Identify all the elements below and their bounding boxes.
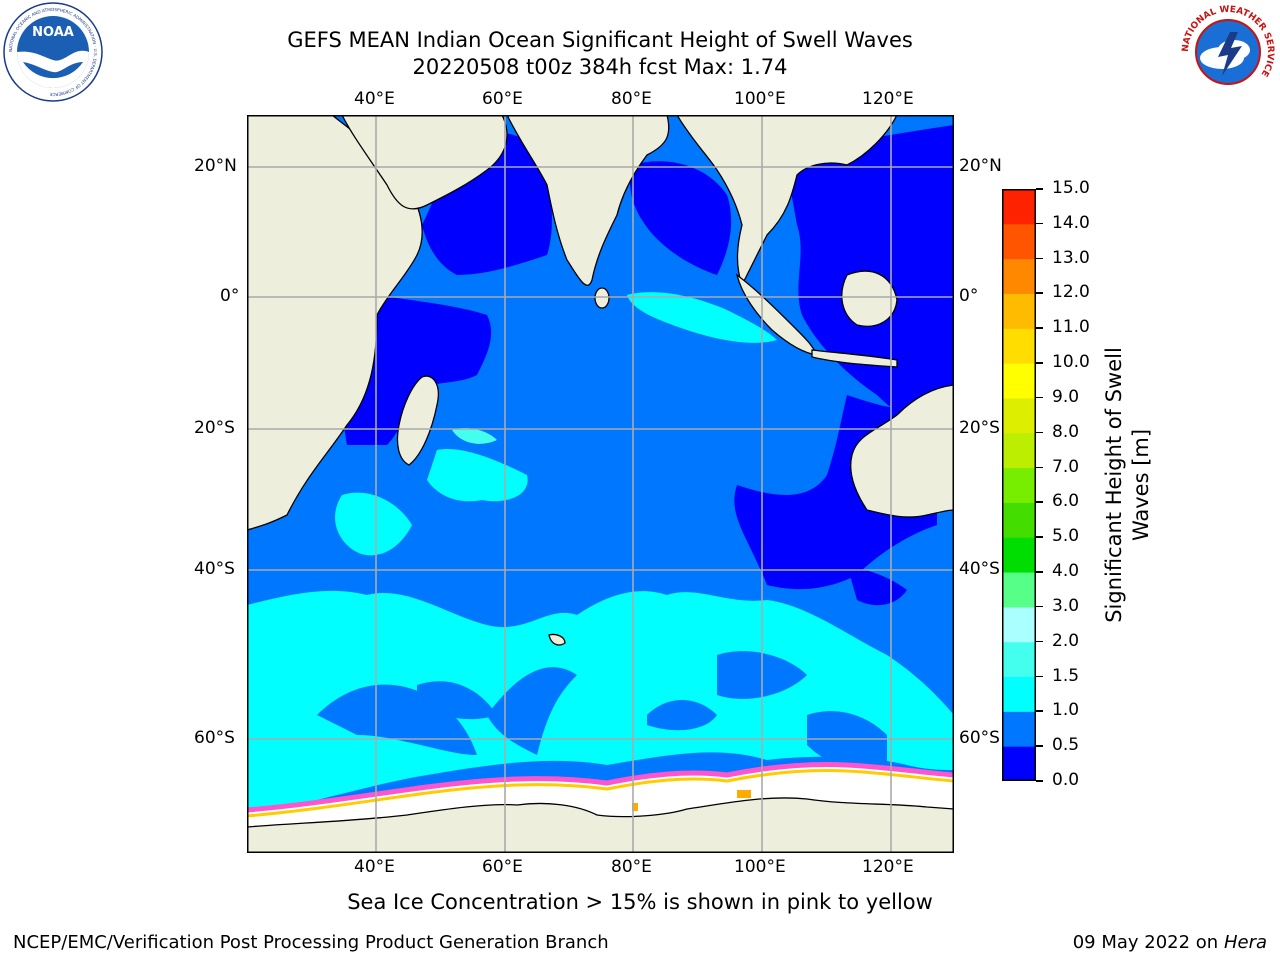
machine-name: Hera xyxy=(1223,932,1267,953)
colorbar xyxy=(1002,189,1036,781)
colorbar-tick-label: 9.0 xyxy=(1052,386,1080,407)
lon-label-bottom-40e: 40°E xyxy=(354,857,395,877)
colorbar-tick-label: 15.0 xyxy=(1052,178,1090,198)
colorbar-tick-label: 1.5 xyxy=(1052,665,1080,686)
colorbar-tick xyxy=(1036,536,1043,538)
colorbar-tick-label: 3.0 xyxy=(1052,595,1080,616)
australia-landmass xyxy=(850,384,954,518)
lon-label-bottom-100e: 100°E xyxy=(734,857,786,877)
lon-label-bottom-120e: 120°E xyxy=(862,857,914,877)
lat-label-right-40s: 40°S xyxy=(959,559,1000,579)
colorbar-segment-6.0 xyxy=(1002,467,1036,503)
graticule xyxy=(247,115,954,853)
lon-label-bottom-60e: 60°E xyxy=(482,857,523,877)
southeast-asia-landmass xyxy=(676,115,898,287)
colorbar-tick-label: 14.0 xyxy=(1052,212,1090,233)
colorbar-tick xyxy=(1036,780,1043,782)
lon-label-top-100e: 100°E xyxy=(734,89,786,109)
colorbar-segment-3.0 xyxy=(1002,572,1036,608)
sea-ice-note: Sea Ice Concentration > 15% is shown in … xyxy=(347,890,933,914)
map-frame xyxy=(247,115,954,853)
india-landmass xyxy=(506,115,670,286)
lon-label-top-40e: 40°E xyxy=(354,89,395,109)
colorbar-tick xyxy=(1036,292,1043,294)
lat-label-left-0: 0° xyxy=(220,286,240,306)
lat-label-right-20s: 20°S xyxy=(959,418,1000,438)
credit-text: NCEP/EMC/Verification Post Processing Pr… xyxy=(13,932,609,953)
colorbar-segment-7.0 xyxy=(1002,432,1036,469)
colorbar-label: Significant Height of Swell Waves [m] xyxy=(1102,347,1153,623)
lat-label-right-0: 0° xyxy=(959,286,979,306)
colorbar-segment-0.5 xyxy=(1002,711,1036,747)
colorbar-tick xyxy=(1036,466,1043,469)
colorbar-segment-9.0 xyxy=(1002,363,1036,399)
colorbar-tick xyxy=(1036,257,1043,260)
arabia-landmass xyxy=(341,115,508,210)
lat-label-right-20n: 20°N xyxy=(959,156,1002,176)
madagascar-landmass xyxy=(396,375,439,466)
colorbar-segment-5.0 xyxy=(1002,502,1036,538)
bay-of-bengal-low-swell xyxy=(630,161,732,275)
lon-label-top-80e: 80°E xyxy=(611,89,652,109)
lat-label-left-20s: 20°S xyxy=(194,418,235,438)
chart-subtitle: 20220508 t00z 384h fcst Max: 1.74 xyxy=(412,55,788,79)
lat-label-left-20n: 20°N xyxy=(194,156,237,176)
colorbar-segment-0.0 xyxy=(1002,746,1036,781)
colorbar-tick-label: 8.0 xyxy=(1052,421,1080,442)
colorbar-tick xyxy=(1036,710,1043,712)
colorbar-tick xyxy=(1036,362,1043,364)
sea-ice-edge xyxy=(247,761,954,813)
nws-logo-icon: NATIONAL WEATHER SERVICE xyxy=(1179,3,1277,101)
lat-label-left-40s: 40°S xyxy=(194,559,235,579)
colorbar-tick xyxy=(1036,605,1043,608)
colorbar-tick xyxy=(1036,745,1043,747)
equatorial-swell-patch xyxy=(627,292,777,343)
colorbar-tick xyxy=(1036,640,1043,643)
colorbar-tick-label: 11.0 xyxy=(1052,317,1090,338)
colorbar-segment-10.0 xyxy=(1002,328,1036,364)
lon-label-top-120e: 120°E xyxy=(862,89,914,109)
colorbar-tick xyxy=(1036,396,1043,399)
colorbar-tick xyxy=(1036,501,1043,503)
chart-title: GEFS MEAN Indian Ocean Significant Heigh… xyxy=(287,28,913,52)
noaa-logo-text: NOAA xyxy=(32,25,74,40)
colorbar-tick-label: 7.0 xyxy=(1052,456,1080,477)
antarctica-landmass xyxy=(247,797,954,853)
colorbar-tick-label: 2.0 xyxy=(1052,630,1080,651)
colorbar-tick-label: 13.0 xyxy=(1052,247,1090,268)
colorbar-segment-14.0 xyxy=(1002,189,1036,225)
colorbar-segment-4.0 xyxy=(1002,537,1036,573)
lon-label-top-60e: 60°E xyxy=(482,89,523,109)
run-date: 09 May 2022 on Hera xyxy=(1072,932,1267,953)
lat-label-left-60s: 60°S xyxy=(194,728,235,748)
colorbar-tick xyxy=(1036,188,1043,190)
colorbar-tick-label: 1.0 xyxy=(1052,700,1080,721)
colorbar-segment-1.5 xyxy=(1002,641,1036,678)
wave-height-map xyxy=(247,115,954,853)
lon-label-bottom-80e: 80°E xyxy=(611,857,652,877)
colorbar-tick xyxy=(1036,675,1043,678)
lat-label-right-60s: 60°S xyxy=(959,728,1000,748)
noaa-logo-icon: NOAA NATIONAL OCEANIC AND ATMOSPHERIC AD… xyxy=(3,2,103,102)
colorbar-tick xyxy=(1036,571,1043,573)
colorbar-tick-label: 6.0 xyxy=(1052,491,1080,512)
colorbar-tick-label: 5.0 xyxy=(1052,526,1080,547)
colorbar-tick-label: 10.0 xyxy=(1052,352,1090,373)
colorbar-tick-label: 12.0 xyxy=(1052,282,1090,303)
colorbar-tick-label: 0.0 xyxy=(1052,770,1080,790)
colorbar-tick xyxy=(1036,222,1043,225)
colorbar-tick xyxy=(1036,327,1043,329)
colorbar-segment-11.0 xyxy=(1002,293,1036,329)
colorbar-tick xyxy=(1036,431,1043,434)
colorbar-tick-label: 0.5 xyxy=(1052,735,1080,756)
colorbar-segment-12.0 xyxy=(1002,258,1036,294)
colorbar-segment-13.0 xyxy=(1002,223,1036,260)
colorbar-segment-8.0 xyxy=(1002,397,1036,434)
colorbar-tick-label: 4.0 xyxy=(1052,561,1080,582)
colorbar-segment-2.0 xyxy=(1002,606,1036,643)
colorbar-segment-1.0 xyxy=(1002,676,1036,712)
